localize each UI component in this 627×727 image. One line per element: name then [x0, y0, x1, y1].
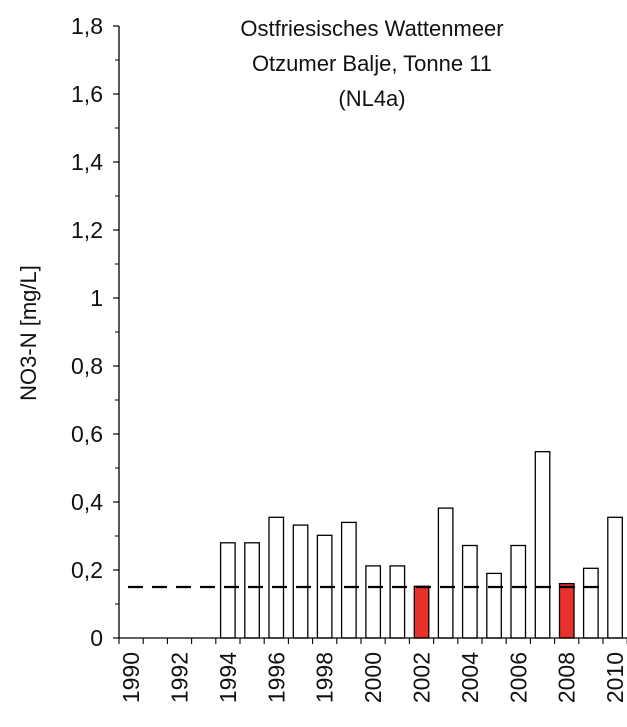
title-line-2: Otzumer Balje, Tonne 11: [252, 51, 492, 76]
y-tick-label: 1,2: [71, 217, 103, 243]
y-tick-label: 0: [90, 625, 103, 651]
bar-1999: [340, 521, 357, 639]
bar-2002-highlighted: [413, 585, 430, 639]
bars: [219, 451, 623, 639]
x-tick-label: 1994: [215, 652, 241, 703]
y-tick-label: 0,4: [71, 489, 103, 515]
y-tick-label: 0,6: [71, 421, 103, 447]
bar-2007: [534, 451, 551, 639]
bar-1994: [219, 542, 236, 639]
x-tick-label: 2004: [457, 652, 483, 703]
x-tick-label: 1998: [312, 652, 338, 703]
bar-1996: [268, 516, 285, 639]
bar-2001: [389, 565, 406, 639]
bar-2004: [461, 544, 478, 639]
bar-2005: [486, 572, 502, 639]
title-line-3: (NL4a): [338, 86, 405, 111]
x-tick-label: 2010: [602, 652, 627, 703]
bar-2010: [607, 516, 623, 639]
bar-2008-highlighted: [558, 582, 575, 639]
bar-2000: [365, 565, 382, 639]
bar-2006: [510, 544, 527, 639]
x-tick-label: 2002: [409, 652, 435, 703]
y-tick-label: 1: [90, 285, 103, 311]
chart-title: Ostfriesisches Wattenmeer Otzumer Balje,…: [240, 16, 503, 111]
bar-2003: [437, 507, 454, 639]
y-tick-label: 1,8: [71, 13, 103, 39]
x-tick-label: 1992: [167, 652, 193, 703]
x-tick-label: 2000: [360, 652, 386, 703]
x-tick-label: 1990: [118, 652, 144, 703]
bar-1995: [244, 542, 260, 639]
y-tick-label: 1,6: [71, 81, 103, 107]
x-axis-ticks: 1990 1992 1994 1996 1998 2000 2002 2004 2006 2008…: [118, 638, 627, 703]
y-tick-label: 0,2: [71, 557, 103, 583]
bar-2009: [582, 567, 599, 639]
axes: [118, 26, 627, 639]
bar-1997: [292, 524, 309, 639]
y-tick-label: 1,4: [71, 149, 103, 175]
x-tick-label: 2006: [505, 652, 531, 703]
y-axis-ticks: 0 0,2 0,4 0,6 0,8 1 1,2 1,4 1,6 1,8: [71, 13, 119, 651]
y-tick-label: 0,8: [71, 353, 103, 379]
x-tick-label: 1996: [263, 652, 289, 703]
y-axis-label: NO3-N [mg/L]: [16, 265, 41, 401]
title-line-1: Ostfriesisches Wattenmeer: [240, 16, 503, 41]
x-tick-label: 2008: [554, 652, 580, 703]
